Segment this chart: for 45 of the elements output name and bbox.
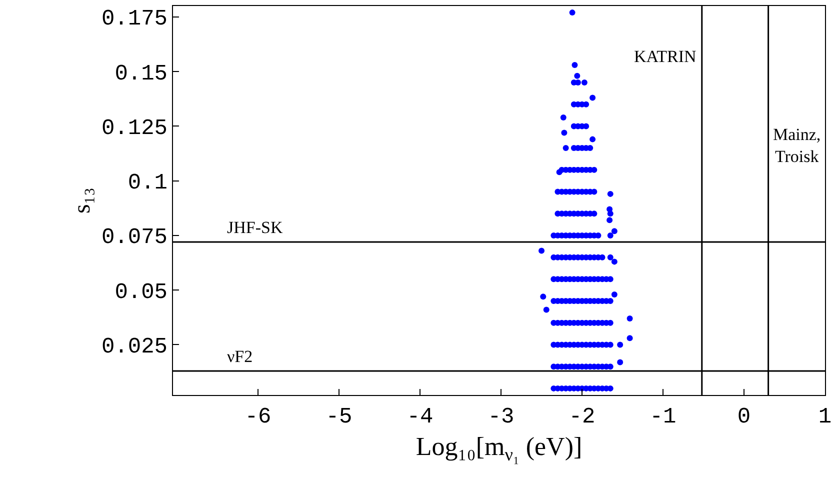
x-tick-label: -5: [326, 404, 352, 430]
point: [611, 228, 618, 234]
point: [543, 306, 550, 313]
point: [607, 190, 614, 197]
x-tick-label: -1: [650, 404, 676, 430]
y-tick-label: 0.1: [128, 170, 168, 196]
ref-line-label: νF2: [227, 347, 253, 366]
x-tick-label: 0: [737, 404, 751, 430]
point: [569, 10, 576, 16]
y-tick-label: 0.075: [101, 225, 168, 250]
point: [538, 248, 545, 254]
point: [617, 359, 624, 366]
point: [560, 114, 566, 120]
x-tick-label: -2: [568, 404, 596, 430]
point: [562, 145, 569, 152]
ref-line-label: JHF-SK: [227, 218, 284, 237]
point: [606, 217, 613, 224]
y-axis-title: s₁₃: [70, 187, 96, 214]
y-tick-label: 0.175: [101, 6, 168, 32]
point: [626, 335, 633, 342]
y-tick-label: 0.15: [114, 61, 168, 86]
point: [572, 62, 578, 68]
point: [617, 342, 624, 348]
x-axis-title: Log₁₀[m$_{ν₁}$ (eV)]: [416, 432, 582, 465]
point: [540, 294, 546, 300]
x-tick-label: -4: [406, 404, 434, 430]
point: [611, 258, 618, 265]
ref-line-label: Mainz, Troisk: [773, 125, 821, 166]
y-tick-label: 0.125: [101, 116, 168, 141]
x-tick-label: -3: [488, 404, 514, 430]
y-tick-label: 0.05: [114, 280, 168, 305]
point: [611, 291, 618, 298]
point: [626, 316, 633, 322]
point: [607, 210, 614, 217]
ref-line-label: KATRIN: [634, 47, 696, 66]
y-tick-label: 0.025: [101, 334, 168, 360]
point: [607, 254, 614, 260]
point: [574, 72, 580, 79]
x-tick-label: 1: [818, 404, 832, 430]
x-tick-label: -6: [244, 404, 272, 430]
point: [590, 94, 596, 101]
point: [607, 232, 614, 238]
point: [590, 136, 596, 142]
point: [581, 79, 588, 86]
point: [561, 130, 568, 136]
